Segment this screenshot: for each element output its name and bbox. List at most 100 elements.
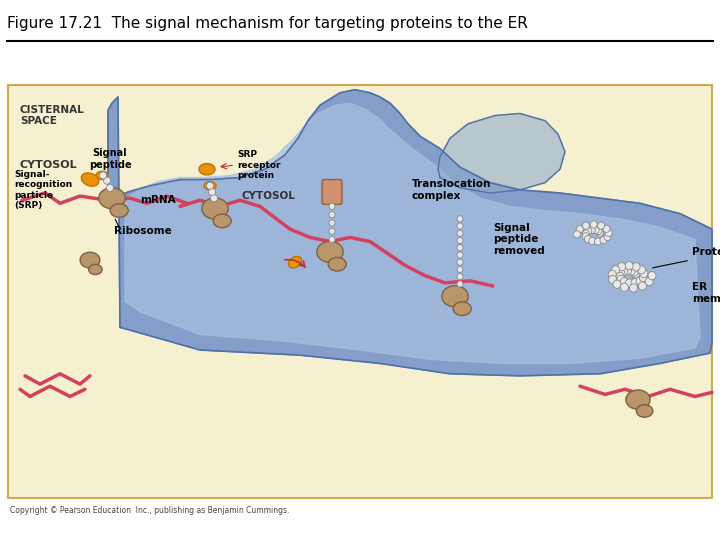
Circle shape — [621, 278, 629, 286]
Circle shape — [589, 238, 595, 245]
Polygon shape — [125, 103, 700, 363]
Ellipse shape — [453, 302, 471, 315]
Circle shape — [457, 274, 463, 280]
Circle shape — [99, 172, 107, 179]
Circle shape — [590, 221, 597, 228]
Circle shape — [582, 230, 590, 237]
Text: Ribosome: Ribosome — [114, 226, 172, 236]
Circle shape — [617, 269, 625, 278]
Circle shape — [621, 283, 629, 292]
Circle shape — [329, 204, 335, 210]
Circle shape — [107, 184, 114, 192]
Circle shape — [329, 237, 335, 242]
Circle shape — [329, 220, 335, 226]
Ellipse shape — [89, 264, 102, 274]
Circle shape — [104, 177, 110, 184]
Circle shape — [629, 284, 637, 292]
Text: CYTOSOL: CYTOSOL — [241, 191, 295, 201]
Circle shape — [624, 267, 631, 275]
Circle shape — [574, 231, 580, 238]
Circle shape — [595, 238, 601, 245]
Ellipse shape — [110, 204, 128, 218]
Circle shape — [606, 230, 612, 237]
Circle shape — [582, 222, 590, 230]
Circle shape — [604, 233, 611, 241]
Circle shape — [585, 227, 592, 235]
Text: Signal
peptide: Signal peptide — [89, 148, 131, 170]
Circle shape — [596, 231, 603, 238]
Circle shape — [616, 272, 624, 280]
Circle shape — [648, 272, 656, 280]
Circle shape — [639, 273, 647, 282]
Circle shape — [600, 237, 607, 244]
Circle shape — [329, 228, 335, 234]
Circle shape — [617, 275, 625, 284]
Text: Copyright © Pearson Education  Inc., publishing as Benjamin Cummings.: Copyright © Pearson Education Inc., publ… — [10, 505, 289, 515]
FancyBboxPatch shape — [322, 180, 342, 204]
Ellipse shape — [213, 214, 231, 228]
Ellipse shape — [626, 390, 650, 409]
Circle shape — [457, 230, 463, 237]
Circle shape — [598, 222, 605, 230]
Text: Signal
peptide
removed: Signal peptide removed — [493, 223, 545, 256]
Circle shape — [588, 226, 595, 233]
Circle shape — [582, 233, 589, 240]
Text: CYTOSOL: CYTOSOL — [20, 160, 78, 170]
Circle shape — [210, 194, 217, 202]
Text: Signal-
recognition
particle
(SRP): Signal- recognition particle (SRP) — [14, 170, 72, 210]
Circle shape — [618, 262, 626, 271]
Circle shape — [592, 226, 599, 234]
Circle shape — [611, 266, 620, 274]
Circle shape — [596, 229, 603, 237]
Circle shape — [640, 269, 648, 278]
Circle shape — [608, 275, 616, 284]
Ellipse shape — [317, 241, 343, 262]
Circle shape — [608, 270, 616, 279]
Circle shape — [627, 267, 635, 275]
Circle shape — [645, 278, 653, 286]
FancyBboxPatch shape — [8, 85, 712, 498]
Circle shape — [457, 238, 463, 244]
Circle shape — [585, 235, 591, 242]
Text: mRNA: mRNA — [140, 195, 176, 205]
Text: CISTERNAL
SPACE: CISTERNAL SPACE — [20, 105, 85, 126]
Circle shape — [595, 227, 602, 234]
Ellipse shape — [636, 404, 653, 417]
Text: Translocation
complex: Translocation complex — [412, 179, 491, 201]
Ellipse shape — [328, 258, 346, 271]
Circle shape — [632, 272, 640, 280]
Circle shape — [603, 225, 610, 232]
Circle shape — [620, 267, 628, 276]
Circle shape — [457, 266, 463, 273]
Circle shape — [631, 279, 639, 287]
Circle shape — [576, 226, 583, 233]
Circle shape — [637, 266, 645, 274]
Circle shape — [457, 259, 463, 265]
Ellipse shape — [202, 198, 228, 219]
Circle shape — [636, 276, 644, 285]
Polygon shape — [438, 113, 565, 193]
Ellipse shape — [204, 181, 216, 190]
Circle shape — [632, 269, 640, 278]
Circle shape — [639, 282, 647, 290]
Ellipse shape — [199, 164, 215, 175]
Ellipse shape — [96, 171, 108, 180]
Polygon shape — [108, 90, 712, 376]
Circle shape — [625, 261, 633, 270]
Text: Protein: Protein — [692, 247, 720, 257]
Circle shape — [630, 268, 639, 276]
Text: ER
membrane: ER membrane — [692, 282, 720, 304]
Circle shape — [209, 188, 215, 195]
Circle shape — [457, 215, 463, 222]
Circle shape — [329, 212, 335, 218]
Ellipse shape — [80, 252, 100, 268]
Ellipse shape — [99, 187, 125, 208]
Ellipse shape — [442, 286, 468, 307]
Ellipse shape — [289, 256, 302, 268]
Circle shape — [457, 245, 463, 251]
Circle shape — [457, 281, 463, 287]
Text: SRP
receptor
protein: SRP receptor protein — [237, 150, 281, 180]
Circle shape — [625, 279, 634, 287]
Ellipse shape — [81, 173, 99, 186]
Circle shape — [613, 280, 621, 288]
